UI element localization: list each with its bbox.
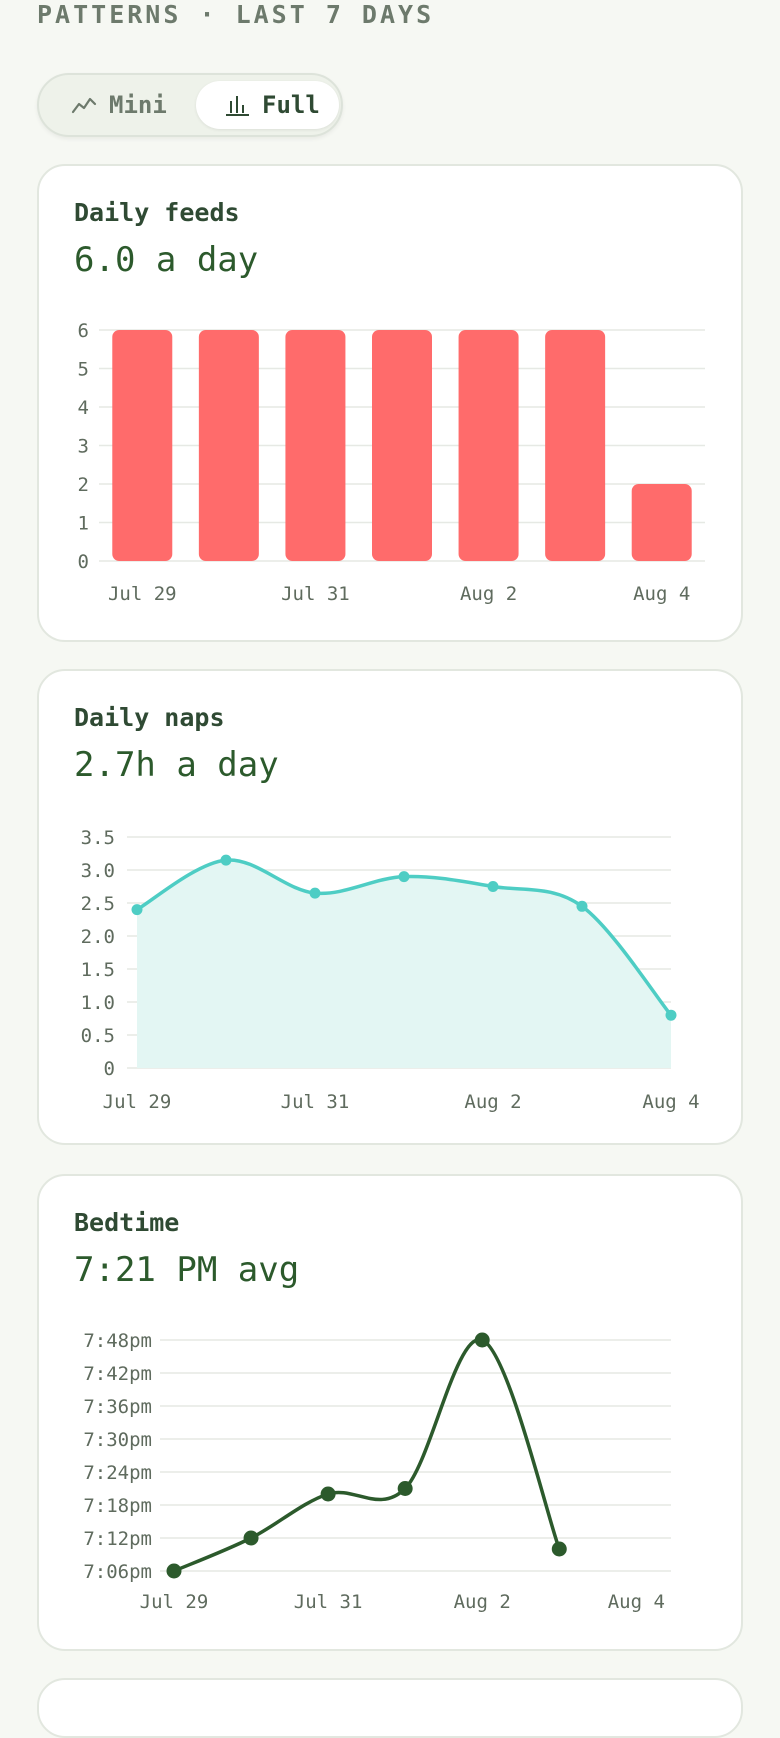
bedtime-point — [474, 1332, 490, 1348]
bedtime-point — [320, 1486, 336, 1502]
bedtime-y-tick: 7:30pm — [83, 1429, 152, 1451]
bedtime-point — [397, 1481, 413, 1496]
bar-chart-icon — [226, 96, 249, 116]
naps-card: Daily naps 2.7h a day 0 0.5 1.0 1.5 2.0 2.5 3.… — [37, 669, 743, 1145]
feeds-bar — [198, 330, 259, 561]
naps-y-tick: 3.0 — [81, 860, 115, 882]
bedtime-y-tick: 7:06pm — [83, 1561, 152, 1583]
bedtime-y-tick: 7:36pm — [83, 1396, 152, 1418]
naps-point — [487, 881, 499, 892]
feeds-label: Daily feeds — [74, 198, 240, 227]
naps-chart: 0 0.5 1.0 1.5 2.0 2.5 3.0 3.5 Jul 29 Jul 31 Aug 2 A… — [81, 827, 700, 1113]
feeds-y-tick: 1 — [78, 513, 89, 535]
feeds-x-tick: Aug 4 — [633, 583, 690, 605]
feeds-x-tick: Aug 2 — [460, 583, 517, 605]
bedtime-x-tick: Aug 2 — [454, 1591, 511, 1613]
naps-x-tick: Aug 4 — [642, 1091, 699, 1113]
mini-view-button[interactable]: Mini — [43, 81, 193, 129]
feeds-card: Daily feeds 6.0 a day 0 1 2 3 4 5 6 Jul 29 Jul 3… — [37, 164, 743, 642]
naps-point — [220, 854, 232, 866]
bedtime-card: Bedtime 7:21 PM avg 7:06pm 7:12pm 7:18pm 7:… — [37, 1174, 743, 1651]
naps-point — [665, 1009, 677, 1021]
feeds-bar — [285, 330, 346, 561]
naps-x-tick: Jul 29 — [103, 1091, 172, 1113]
naps-area — [137, 859, 671, 1068]
bedtime-y-tick: 7:12pm — [83, 1528, 152, 1550]
view-toggle: Mini Full — [37, 73, 343, 137]
feeds-y-tick: 6 — [78, 320, 89, 342]
bedtime-point — [243, 1530, 259, 1546]
naps-label: Daily naps — [74, 703, 225, 732]
feeds-x-tick: Jul 31 — [281, 583, 350, 605]
bedtime-label: Bedtime — [74, 1208, 180, 1237]
naps-y-tick: 0 — [104, 1058, 115, 1080]
line-chart-icon — [71, 97, 97, 114]
feeds-y-tick: 4 — [78, 397, 89, 419]
naps-y-tick: 3.5 — [81, 827, 115, 849]
naps-y-tick: 1.0 — [81, 992, 115, 1014]
bedtime-chart: 7:06pm 7:12pm 7:18pm 7:24pm 7:30pm 7:36pm 7:42… — [83, 1330, 671, 1613]
bedtime-y-tick: 7:18pm — [83, 1495, 152, 1517]
mini-view-label: Mini — [109, 91, 167, 119]
full-view-button[interactable]: Full — [196, 81, 339, 129]
naps-point — [576, 900, 588, 912]
feeds-value: 6.0 a day — [74, 240, 259, 280]
full-view-label: Full — [262, 91, 320, 119]
feeds-bar — [631, 484, 692, 561]
bedtime-x-tick: Jul 31 — [294, 1591, 363, 1613]
naps-y-tick: 2.0 — [81, 926, 115, 948]
bedtime-x-tick: Jul 29 — [140, 1591, 209, 1613]
bedtime-x-tick: Aug 4 — [608, 1591, 665, 1613]
feeds-y-tick: 5 — [78, 359, 89, 381]
feeds-bar — [112, 330, 173, 561]
naps-point — [131, 904, 143, 916]
feeds-bar — [458, 330, 519, 561]
bedtime-y-tick: 7:42pm — [83, 1363, 152, 1385]
naps-y-tick: 1.5 — [81, 959, 115, 981]
next-card — [37, 1678, 743, 1738]
bedtime-point — [166, 1563, 182, 1579]
feeds-chart: 0 1 2 3 4 5 6 Jul 29 Jul 31 Aug 2 Aug 4 — [78, 320, 705, 605]
naps-x-tick: Aug 2 — [464, 1091, 521, 1113]
naps-point — [398, 871, 410, 883]
naps-y-tick: 2.5 — [81, 893, 115, 915]
bedtime-value: 7:21 PM avg — [74, 1250, 300, 1290]
feeds-x-tick: Jul 29 — [108, 583, 177, 605]
bedtime-y-tick: 7:24pm — [83, 1462, 152, 1484]
feeds-bar — [545, 330, 606, 561]
naps-y-tick: 0.5 — [81, 1025, 115, 1047]
bedtime-point — [551, 1541, 567, 1557]
bedtime-y-tick: 7:48pm — [83, 1330, 152, 1352]
naps-point — [309, 887, 321, 899]
section-title: PATTERNS · LAST 7 DAYS — [37, 0, 435, 29]
naps-x-tick: Jul 31 — [281, 1091, 350, 1113]
bedtime-line — [173, 1338, 561, 1573]
feeds-y-tick: 2 — [78, 474, 89, 496]
feeds-y-tick: 0 — [78, 551, 89, 573]
feeds-bar — [372, 330, 432, 561]
feeds-y-tick: 3 — [78, 436, 89, 458]
naps-value: 2.7h a day — [74, 745, 279, 785]
